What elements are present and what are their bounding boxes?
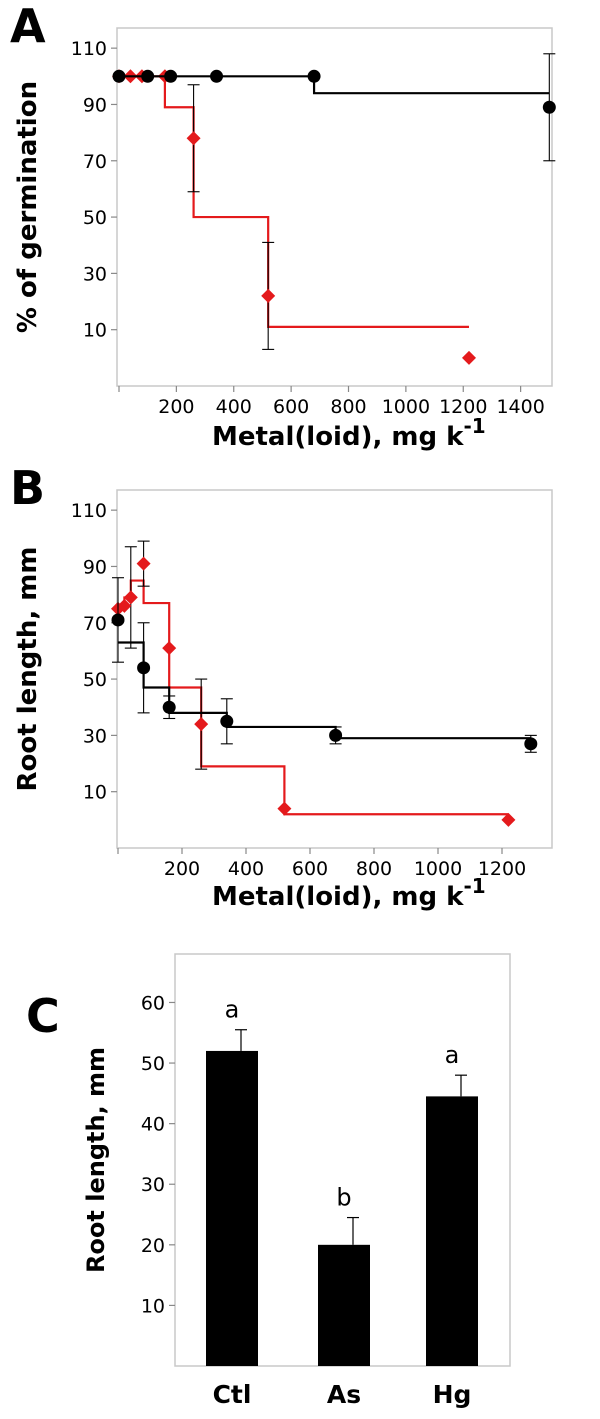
panel-b-series-1-point [111, 613, 125, 627]
panel-b-series-1-step-line [118, 641, 531, 740]
panel-b-series-0-point [277, 801, 292, 816]
panel-b-xtick-label: 800 [356, 858, 392, 880]
panel-b-xtick-label: 400 [228, 858, 264, 880]
panel-c-ytick-label: 10 [141, 1295, 165, 1317]
panel-a-series-1-point [141, 69, 155, 83]
panel-b-series-0-point [136, 556, 151, 571]
panel-a-xtick-label: 200 [158, 396, 194, 418]
x-axis-title-a-sup: -1 [463, 414, 485, 438]
panel-b-series-1-point [329, 728, 343, 742]
panel-a-ytick-label: 10 [83, 320, 107, 342]
axis-ticks-c: 10 20 30 40 50 60 [141, 992, 175, 1317]
panel-b-series-0-point [194, 717, 209, 732]
panel-c-category-label: As [327, 1380, 361, 1409]
panel-a-series-1-point [542, 100, 556, 114]
panel-a-series-1-point [112, 69, 126, 83]
panel-letter-c: C [26, 989, 60, 1043]
panel-a-ytick-label: 50 [83, 207, 107, 229]
y-axis-title-b: Root length, mm [13, 547, 43, 792]
y-axis-title-c: Root length, mm [82, 1047, 110, 1273]
panel-a-xtick-label: 400 [216, 396, 252, 418]
panel-a-series-0-step-line [119, 75, 469, 328]
panel-a-series-1-point [164, 69, 178, 83]
panel-b-xtick-label: 600 [292, 858, 328, 880]
series-group-a [112, 53, 556, 365]
panel-c-bar-hg [426, 1096, 478, 1366]
panel-c-bar-ctl [206, 1050, 258, 1366]
x-axis-title-b-text: Metal(loid), mg k [212, 882, 464, 912]
panel-b-xtick-label: 1200 [478, 858, 526, 880]
panel-a-ytick-label: 110 [71, 38, 107, 60]
panel-c-significance-letter: a [445, 1041, 460, 1069]
panel-b-series-0-step-line [118, 579, 509, 816]
panel-b-ytick-label: 110 [71, 500, 107, 522]
series-group-b [111, 540, 538, 827]
panel-a-xtick-label: 600 [273, 396, 309, 418]
axis-ticks-a: 10 30 50 70 90 110 200 400 600 800 1000 1200 1400 [71, 38, 545, 418]
panel-letter-b: B [10, 461, 45, 515]
x-axis-title-a: Metal(loid), mg k-1 [212, 414, 486, 452]
panel-a-series-1-step-line [119, 75, 550, 95]
x-axis-title-b: Metal(loid), mg k-1 [212, 874, 486, 912]
panel-b-series-0-point [162, 641, 177, 656]
panel-c: C 10 20 30 40 50 60 a Ctl b As a Hg Root length, m… [26, 953, 511, 1409]
panel-c-category-label: Hg [433, 1380, 472, 1409]
panel-a-xtick-label: 1200 [439, 396, 487, 418]
panel-b-series-1-point [137, 661, 151, 675]
panel-a-series-0-point [461, 350, 476, 365]
panel-b: B 10 30 50 70 90 110 200 400 600 800 1000 1200 Root… [10, 461, 553, 912]
panel-b-ytick-label: 10 [83, 782, 107, 804]
panel-a-xtick-label: 1000 [382, 396, 430, 418]
panel-b-ytick-label: 70 [83, 613, 107, 635]
plot-frame-b [116, 489, 553, 849]
panel-b-series-0-point [501, 812, 516, 827]
panel-b-xtick-label: 200 [164, 858, 200, 880]
panel-b-series-0-point [123, 590, 138, 605]
panel-b-ytick-label: 90 [83, 556, 107, 578]
bars-group-c: a Ctl b As a Hg [206, 996, 478, 1409]
y-axis-title-a: % of germination [13, 81, 43, 333]
panel-c-bar-as [318, 1244, 370, 1366]
panel-c-ytick-label: 40 [141, 1114, 165, 1136]
panel-b-series-1-point [524, 737, 538, 751]
panel-c-ytick-label: 60 [141, 992, 165, 1014]
panel-c-significance-letter: b [336, 1184, 351, 1212]
panel-letter-a: A [10, 0, 46, 53]
plot-frame-a [116, 27, 553, 387]
panel-c-category-label: Ctl [213, 1380, 252, 1409]
panel-b-xtick-label: 1000 [414, 858, 462, 880]
panel-c-ytick-label: 30 [141, 1174, 165, 1196]
panel-a-ytick-label: 30 [83, 263, 107, 285]
panel-c-ytick-label: 20 [141, 1235, 165, 1257]
panel-b-series-1-point [162, 700, 176, 714]
x-axis-title-b-sup: -1 [463, 874, 485, 898]
axis-ticks-b: 10 30 50 70 90 110 200 400 600 800 1000 1200 [71, 500, 526, 880]
panel-a-series-0-point [261, 288, 276, 303]
panel-b-ytick-label: 50 [83, 669, 107, 691]
panel-b-series-1-point [220, 714, 234, 728]
panel-c-significance-letter: a [225, 996, 240, 1024]
panel-a-series-0-point [186, 131, 201, 146]
panel-a-series-1-point [210, 69, 224, 83]
panel-c-ytick-label: 50 [141, 1053, 165, 1075]
x-axis-title-a-text: Metal(loid), mg k [212, 422, 464, 452]
panel-b-ytick-label: 30 [83, 725, 107, 747]
panel-a-ytick-label: 70 [83, 151, 107, 173]
panel-a-ytick-label: 90 [83, 94, 107, 116]
panel-a-xtick-label: 800 [330, 396, 366, 418]
panel-a-series-1-point [307, 69, 321, 83]
panel-b-series-0-point [117, 598, 132, 613]
panel-a-xtick-label: 1400 [496, 396, 544, 418]
